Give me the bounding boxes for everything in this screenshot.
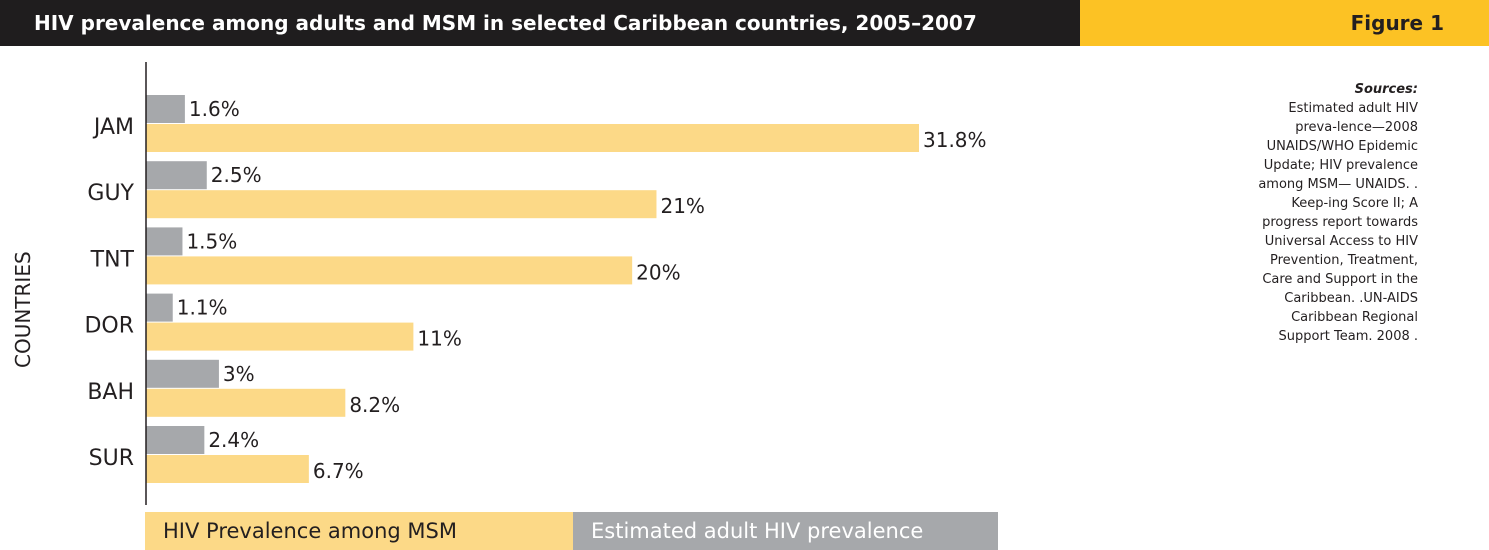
data-label-adult: 1.6% [189, 97, 240, 121]
data-label-msm: 21% [660, 194, 704, 218]
bar-msm-sur [146, 455, 309, 483]
bar-adult-guy [146, 161, 207, 190]
bar-msm-dor [146, 322, 414, 351]
bar-msm-tnt [146, 256, 633, 285]
bar-adult-jam [146, 95, 185, 123]
category-label: DOR [84, 314, 134, 339]
category-label: TNT [90, 247, 135, 272]
data-label-msm: 11% [417, 327, 461, 351]
data-label-adult: 1.1% [177, 296, 228, 320]
bar-msm-jam [146, 124, 919, 152]
data-label-msm: 20% [636, 260, 680, 284]
legend-msm: HIV Prevalence among MSM [145, 512, 573, 550]
figure-bar: Figure 1 [1080, 0, 1489, 46]
category-label: JAM [92, 115, 134, 140]
data-label-msm: 6.7% [313, 459, 364, 483]
title-bar: HIV prevalence among adults and MSM in s… [0, 0, 1080, 46]
legend-adult: Estimated adult HIV prevalence [573, 512, 998, 550]
sources-note: Sources: Estimated adult HIV preva-lence… [1100, 80, 1418, 346]
chart-title: HIV prevalence among adults and MSM in s… [34, 11, 977, 35]
bar-msm-guy [146, 190, 657, 219]
bar-adult-sur [146, 426, 205, 454]
bar-adult-dor [146, 293, 173, 322]
category-label: SUR [89, 446, 134, 471]
data-label-msm: 31.8% [923, 128, 987, 152]
data-label-adult: 3% [223, 362, 255, 386]
category-label: BAH [87, 380, 134, 405]
sources-heading: Sources: [1354, 82, 1418, 97]
category-label: GUY [87, 181, 134, 206]
bar-adult-bah [146, 359, 219, 388]
figure-label: Figure 1 [1350, 11, 1444, 35]
bar-msm-bah [146, 388, 346, 417]
data-label-adult: 1.5% [186, 229, 237, 253]
data-label-msm: 8.2% [349, 393, 400, 417]
bar-chart: 1.6% 31.8% JAM 2.5% 21% GUY 1.5% 20% TNT 1.1% 11% D… [84, 62, 987, 505]
data-label-adult: 2.4% [208, 428, 259, 452]
data-label-adult: 2.5% [211, 163, 262, 187]
bar-adult-tnt [146, 227, 183, 256]
sources-text: Estimated adult HIV preva-lence—2008 UNA… [1258, 101, 1418, 344]
